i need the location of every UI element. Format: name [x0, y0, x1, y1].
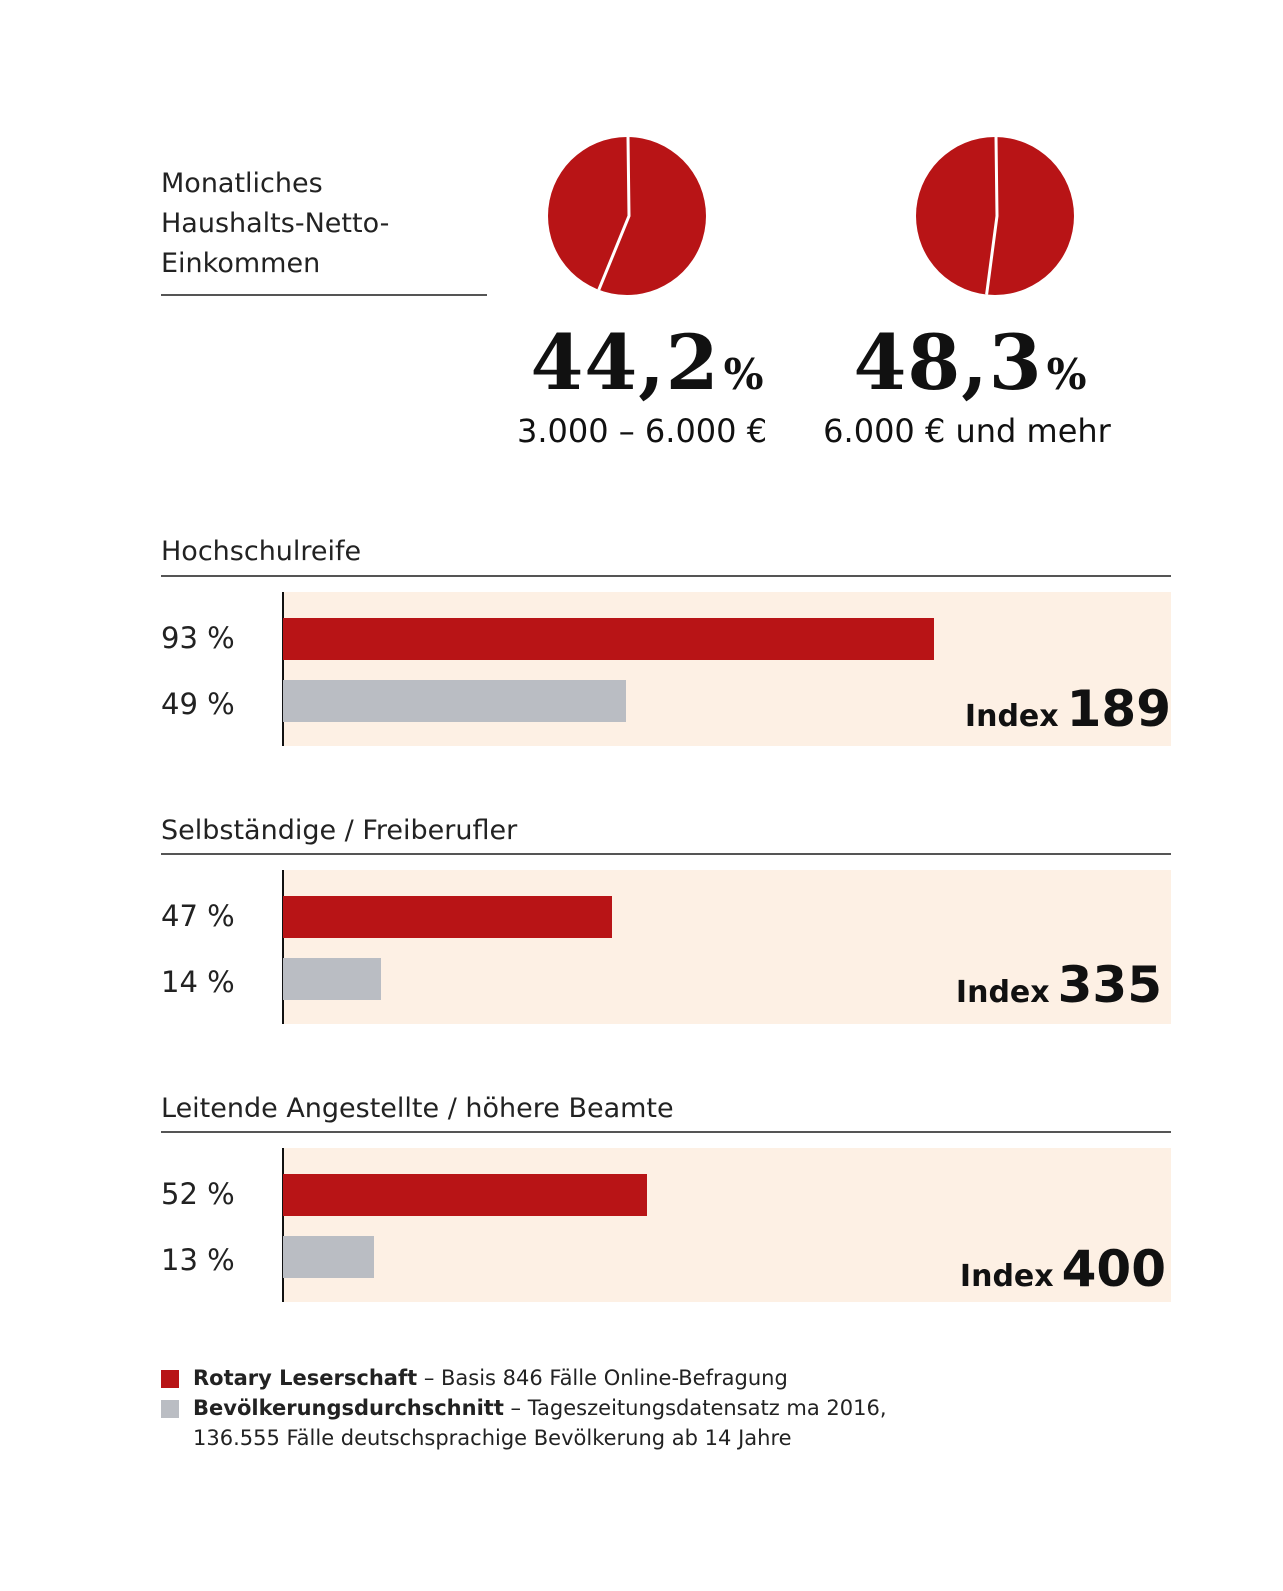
legend-swatch-rotary [161, 1370, 179, 1388]
pie-1-number: 44,2 [530, 318, 720, 407]
legend-item-population: Bevölkerungsdurchschnitt – Tageszeitungs… [193, 1396, 887, 1420]
bar-label-population-3: 13 % [161, 1243, 235, 1277]
section-rule-3 [161, 1131, 1171, 1133]
index-word-2: Index [955, 975, 1050, 1010]
bar-label-rotary-1: 93 % [161, 621, 235, 655]
pie-1-range: 3.000 – 6.000 € [516, 412, 768, 450]
index-word-3: Index [959, 1259, 1054, 1294]
pie-disc [916, 137, 1074, 295]
pie-2-range: 6.000 € und mehr [823, 412, 1111, 450]
legend-swatch-population [161, 1400, 179, 1418]
index-value-3: 400 [1061, 1240, 1166, 1298]
legend-item-rotary: Rotary Leserschaft – Basis 846 Fälle Onl… [193, 1366, 788, 1390]
income-label-line-1: Monatliches [161, 168, 323, 199]
index-value-1: 189 [1066, 680, 1171, 738]
index-value-2: 335 [1057, 956, 1162, 1014]
pie-slice-divider [597, 136, 631, 291]
bar-rotary-3 [283, 1174, 647, 1216]
bar-label-rotary-2: 47 % [161, 899, 235, 933]
bar-population-3 [283, 1236, 374, 1278]
section-title-2: Selbständige / Freiberufler [161, 815, 518, 846]
bar-population-2 [283, 958, 381, 1000]
section-rule-2 [161, 853, 1171, 855]
bar-population-1 [283, 680, 626, 722]
legend-detail-population-line2: 136.555 Fälle deutschsprachige Bevölkeru… [193, 1426, 792, 1450]
bar-panel-2 [283, 870, 1171, 1024]
section-title-3: Leitende Angestellte / höhere Beamte [161, 1093, 674, 1124]
bar-axis-2 [282, 870, 284, 1024]
section-rule-1 [161, 575, 1171, 577]
income-label-line-2: Haushalts-Netto- [161, 208, 390, 239]
bar-rotary-1 [283, 618, 934, 660]
legend-detail-population: – Tageszeitungsdatensatz ma 2016, [503, 1396, 887, 1420]
legend-name-rotary: Rotary Leserschaft [193, 1366, 418, 1390]
bar-axis-3 [282, 1148, 284, 1302]
pie-slice-divider [985, 136, 999, 295]
pie-1-value: 44,2% [527, 318, 767, 407]
index-1: Index 189 [965, 680, 1171, 738]
pie-chart-2 [916, 136, 1074, 295]
index-2: Index 335 [956, 956, 1162, 1014]
section-title-1: Hochschulreife [161, 536, 362, 567]
bar-label-population-2: 14 % [161, 965, 235, 999]
pie-2-value: 48,3% [850, 318, 1090, 407]
pie-disc [548, 137, 706, 295]
index-word-1: Index [964, 699, 1059, 734]
pie-2-number: 48,3 [853, 318, 1043, 407]
income-label-line-3: Einkommen [161, 248, 321, 279]
bar-axis-1 [282, 592, 284, 746]
pie-1-unit: % [723, 350, 764, 399]
bar-label-rotary-3: 52 % [161, 1177, 235, 1211]
bar-label-population-1: 49 % [161, 687, 235, 721]
bar-panel-3 [283, 1148, 1171, 1302]
income-label: Monatliches Haushalts-Netto- Einkommen [161, 164, 389, 284]
bar-rotary-2 [283, 896, 612, 938]
pie-chart-1 [548, 136, 706, 295]
pie-2-unit: % [1046, 350, 1087, 399]
income-divider [161, 294, 487, 296]
legend-detail-rotary: – Basis 846 Fälle Online-Befragung [417, 1366, 788, 1390]
legend-name-population: Bevölkerungsdurchschnitt [193, 1396, 504, 1420]
index-3: Index 400 [960, 1240, 1166, 1298]
